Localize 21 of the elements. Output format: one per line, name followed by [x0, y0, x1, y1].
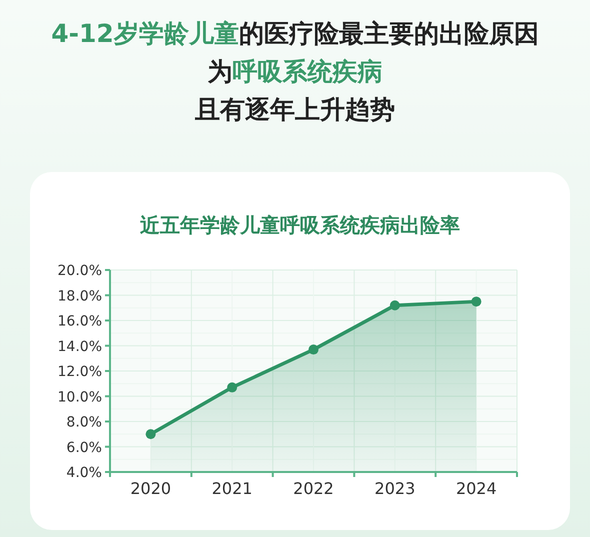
x-tick-label: 2023 — [374, 479, 416, 498]
y-tick-label: 20.0% — [58, 263, 102, 279]
chart-subtitle: 近五年学龄儿童呼吸系统疾病出险率 — [139, 213, 460, 237]
y-tick-label: 6.0% — [66, 440, 102, 456]
y-tick-label: 4.0% — [66, 465, 102, 481]
x-tick-label: 2021 — [212, 479, 252, 498]
y-tick-label: 12.0% — [58, 364, 102, 380]
point — [308, 344, 318, 355]
y-tick-label: 8.0% — [66, 414, 102, 430]
y-tick-label: 14.0% — [58, 338, 102, 355]
y-tick-label: 16.0% — [58, 314, 102, 330]
chart-title: 4-12岁学龄儿童的医疗险最主要的出险原因为呼吸系统疾病且有逐年上升趋势 — [51, 19, 539, 124]
x-tick-label: 2024 — [456, 479, 497, 498]
point — [390, 300, 400, 310]
point — [471, 296, 482, 307]
y-tick-label: 18.0% — [58, 288, 102, 304]
y-tick-label: 10.0% — [58, 389, 102, 406]
point — [227, 382, 238, 392]
x-tick-label: 2022 — [293, 479, 334, 498]
x-tick-label: 2020 — [130, 479, 172, 498]
point — [146, 429, 156, 440]
